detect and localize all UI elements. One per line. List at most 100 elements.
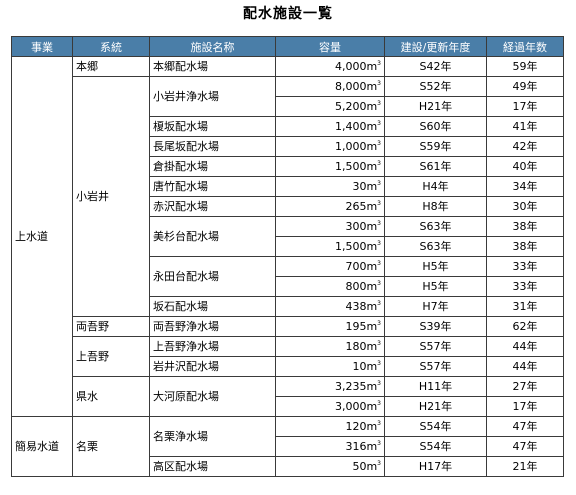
year-cell: S54年 [384,416,487,437]
capacity-value: 8,000 [334,80,367,93]
capacity-unit-power: 3 [377,280,381,287]
age-cell: 44年 [486,336,564,357]
capacity-cell: 800m3 [275,276,385,297]
capacity-cell: 4,000m3 [275,56,385,77]
capacity-cell: 1,000m3 [275,136,385,157]
header-business: 事業 [11,36,73,57]
facility-name-cell: 赤沢配水場 [149,196,276,217]
capacity-unit-power: 3 [377,340,381,347]
header-elapsed-years: 経過年数 [486,36,564,57]
age-cell: 47年 [486,436,564,457]
capacity-cell: 1,500m3 [275,236,385,257]
capacity-unit: m [366,380,378,393]
capacity-value: 265 [345,200,367,213]
capacity-value: 10 [352,360,367,373]
year-cell: S52年 [384,76,487,97]
age-cell: 40年 [486,156,564,177]
facility-table: 事業 系統 施設名称 容量 建設/更新年度 経過年数 上水道 本郷 本郷配水場 4,0… [11,36,564,477]
age-cell: 38年 [486,236,564,257]
age-cell: 38年 [486,216,564,237]
capacity-cell: 180m3 [275,336,385,357]
table-row: 5,200m3 H21年 17年 [12,96,564,117]
capacity-unit-power: 3 [377,460,381,467]
capacity-unit: m [366,120,378,133]
table-row: 県水 大河原配水場 3,235m3 H11年 27年 [12,376,564,417]
capacity-unit-power: 3 [377,400,381,407]
age-cell: 41年 [486,116,564,137]
year-cell: S63年 [384,236,487,257]
capacity-unit-power: 3 [377,440,381,447]
facility-name-cell: 大河原配水場 [149,376,276,417]
table-row: 榎坂配水場 1,400m3 S60年 41年 [12,116,564,137]
capacity-cell: 300m3 [275,216,385,237]
table-row: 永田台配水場 700m3 H5年 33年 [12,256,564,297]
capacity-cell: 3,235m3 [275,376,385,397]
capacity-cell: 438m3 [275,296,385,317]
age-cell: 33年 [486,276,564,297]
capacity-unit: m [366,200,378,213]
year-cell: H17年 [384,456,487,477]
capacity-unit: m [366,460,378,473]
year-cell: H4年 [384,176,487,197]
page-title: 配水施設一覧 [243,6,333,22]
capacity-cell: 3,000m3 [275,396,385,417]
table-row: 1,500m3 S63年 38年 [12,236,564,257]
year-cell: S39年 [384,316,487,337]
facility-name-cell: 永田台配水場 [149,256,276,297]
age-cell: 34年 [486,176,564,197]
year-cell: S63年 [384,216,487,237]
table-row: 上水道 本郷 本郷配水場 4,000m3 S42年 59年 [11,56,564,417]
capacity-value: 30 [352,180,367,193]
capacity-unit-power: 3 [377,420,381,427]
year-cell: S57年 [384,336,487,357]
business-cell: 簡易水道 [11,416,73,477]
capacity-cell: 5,200m3 [275,96,385,117]
table-row: 簡易水道 名栗 名栗浄水場 120m3 S54年 47年 [11,416,564,477]
capacity-value: 800 [345,280,367,293]
capacity-unit-power: 3 [377,220,381,227]
year-cell: S61年 [384,156,487,177]
capacity-value: 3,235 [334,380,367,393]
table-row: 800m3 H5年 33年 [12,276,564,297]
year-cell: H7年 [384,296,487,317]
facility-name-cell: 岩井沢配水場 [149,356,276,377]
table-body: 上水道 本郷 本郷配水場 4,000m3 S42年 59年 小岩井 小岩井浄水場 8,000m3… [11,56,564,477]
year-cell: H11年 [384,376,487,397]
age-cell: 42年 [486,136,564,157]
capacity-value: 300 [345,220,367,233]
facility-name-cell: 本郷配水場 [149,56,276,77]
age-cell: 59年 [486,56,564,77]
header-facility-name: 施設名称 [149,36,276,57]
table-row: 小岩井 小岩井浄水場 8,000m3 S52年 49年 [12,76,564,317]
capacity-value: 1,000 [334,140,367,153]
age-cell: 31年 [486,296,564,317]
capacity-unit: m [366,140,378,153]
capacity-value: 50 [352,460,367,473]
capacity-unit-power: 3 [377,140,381,147]
capacity-unit-power: 3 [377,120,381,127]
capacity-cell: 316m3 [275,436,385,457]
header-construction-year: 建設/更新年度 [384,36,487,57]
year-cell: S57年 [384,356,487,377]
table-row: 両吾野 両吾野浄水場 195m3 S39年 62年 [12,316,564,337]
capacity-cell: 700m3 [275,256,385,277]
capacity-value: 4,000 [334,60,367,73]
capacity-unit: m [366,340,378,353]
capacity-unit: m [366,420,378,433]
capacity-unit: m [366,260,378,273]
year-cell: H5年 [384,256,487,277]
capacity-unit: m [366,240,378,253]
year-cell: S60年 [384,116,487,137]
capacity-unit-power: 3 [377,100,381,107]
capacity-value: 195 [345,320,367,333]
facility-name-cell: 両吾野浄水場 [149,316,276,337]
facility-name-cell: 高区配水場 [149,456,276,477]
capacity-unit: m [366,440,378,453]
capacity-value: 1,500 [334,240,367,253]
capacity-value: 120 [345,420,367,433]
capacity-unit-power: 3 [377,380,381,387]
facility-name-cell: 上吾野浄水場 [149,336,276,357]
age-cell: 49年 [486,76,564,97]
header-system: 系統 [72,36,150,57]
capacity-unit: m [366,80,378,93]
